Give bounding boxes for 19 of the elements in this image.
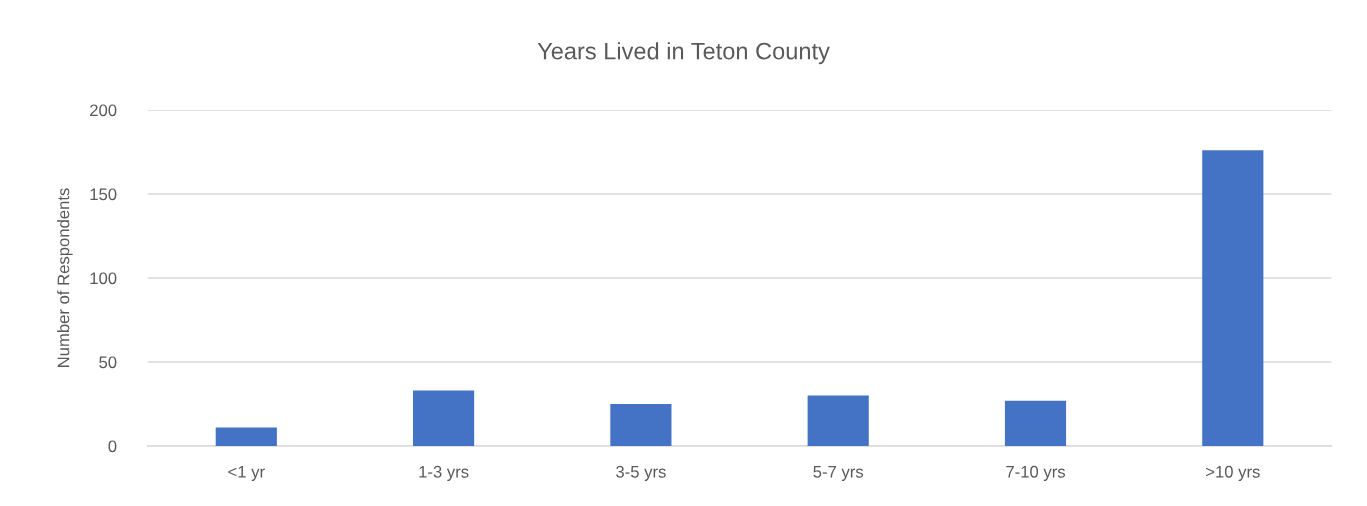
bar [215, 427, 277, 446]
x-tick-label: 1-3 yrs [419, 465, 469, 481]
y-tick-label: 200 [90, 104, 117, 117]
x-tick-label: >10 yrs [1206, 465, 1260, 481]
x-tick-label: 7-10 yrs [1006, 465, 1066, 481]
y-axis-title: Number of Respondents [57, 188, 73, 367]
bar [610, 403, 672, 446]
bar [1202, 150, 1264, 446]
bar [807, 395, 869, 446]
y-tick-label: 100 [90, 272, 117, 285]
x-tick-label: 3-5 yrs [616, 465, 666, 481]
y-tick-label: 50 [99, 356, 117, 369]
y-tick-label: 0 [108, 440, 117, 453]
x-tick-label: 5-7 yrs [813, 466, 864, 481]
bar [413, 390, 475, 446]
x-tick-label: <1 yr [228, 466, 265, 481]
y-tick-label: 150 [90, 188, 117, 201]
chart-title: Years Lived in Teton County [537, 42, 830, 65]
bar [1004, 400, 1067, 446]
